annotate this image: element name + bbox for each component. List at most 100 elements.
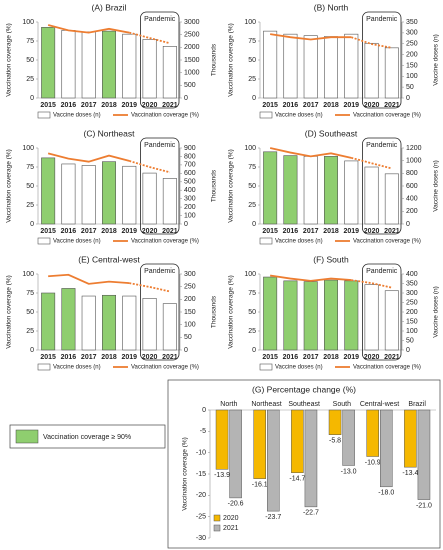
line	[270, 274, 352, 282]
chart-title: (C) Northeast	[83, 128, 135, 138]
bar	[342, 409, 355, 466]
y2-axis-label: Vaccine doses (n)	[433, 34, 440, 86]
y-tick-label: -15	[196, 471, 206, 478]
x-tick-label: 2020	[142, 354, 158, 361]
y-tick-label: 75	[248, 38, 256, 45]
x-tick-label: Brazil	[408, 401, 426, 408]
bar	[263, 276, 278, 351]
y2-axis-label: Vaccine doses (n)	[433, 286, 440, 338]
y-tick-label: 50	[248, 309, 256, 316]
y2-axis-label: Vaccine doses (n)	[433, 160, 440, 212]
x-tick-label: Southeast	[288, 401, 320, 408]
y2-tick-label: 250	[406, 299, 418, 306]
y2-tick-label: 400	[184, 187, 196, 194]
y-tick-label: 0	[202, 407, 206, 414]
pandemic-label: Pandemic	[144, 16, 176, 23]
bar	[344, 160, 359, 225]
bar	[81, 295, 96, 351]
x-tick-label: 2016	[283, 354, 299, 361]
y-tick-label: 0	[30, 221, 34, 228]
bar	[229, 409, 242, 499]
legend-label: Vaccine doses (n)	[275, 113, 323, 119]
x-tick-label: 2015	[40, 102, 56, 109]
line	[269, 147, 352, 159]
y-tick-label: 0	[30, 347, 34, 354]
bar	[324, 36, 338, 99]
legend-label: Vaccination coverage (%)	[131, 365, 199, 371]
value-label: -14.7	[289, 476, 305, 483]
y2-tick-label: 1500	[184, 57, 200, 64]
bar	[364, 42, 379, 99]
x-tick-label: 2018	[323, 354, 339, 361]
value-label: -21.0	[416, 502, 432, 509]
y2-tick-label: 1000	[406, 158, 422, 165]
y-tick-label: 0	[252, 347, 256, 354]
y-tick-label: 50	[26, 183, 34, 190]
x-tick-label: 2015	[40, 228, 56, 235]
pandemic-label: Pandemic	[144, 268, 176, 275]
y-tick-label: 75	[248, 290, 256, 297]
x-tick-label: 2015	[40, 354, 56, 361]
bar	[303, 35, 318, 99]
x-tick-label: 2020	[142, 102, 158, 109]
y2-tick-label: 600	[406, 183, 418, 190]
bar	[283, 280, 298, 351]
pandemic-box	[362, 137, 402, 235]
bar	[303, 281, 318, 351]
y-axis-label: Vaccination coverage (%)	[228, 275, 235, 349]
y-tick-label: 0	[252, 95, 256, 102]
legend-label: Vaccination coverage (%)	[353, 239, 421, 245]
bar	[380, 409, 393, 488]
x-tick-label: 2017	[81, 102, 97, 109]
y2-tick-label: 350	[406, 280, 418, 287]
pandemic-label: Pandemic	[366, 268, 398, 275]
y2-tick-label: 0	[184, 95, 188, 102]
bar	[384, 173, 399, 225]
legend-label: Vaccination coverage (%)	[131, 239, 199, 245]
x-tick-label: 2016	[283, 228, 299, 235]
y-tick-label: 100	[22, 145, 34, 152]
y-tick-label: 100	[244, 19, 256, 26]
x-tick-label: North	[220, 401, 237, 408]
x-tick-label: 2021	[162, 102, 178, 109]
line	[47, 24, 130, 34]
bar	[162, 46, 177, 99]
x-tick-label: 2017	[303, 354, 319, 361]
bar	[364, 166, 379, 225]
line	[48, 273, 130, 285]
y2-tick-label: 0	[406, 221, 410, 228]
value-label: -16.1	[252, 482, 268, 489]
y2-tick-label: 200	[406, 309, 418, 316]
y-tick-label: -10	[196, 450, 206, 457]
y2-tick-label: 1000	[184, 70, 200, 77]
x-tick-label: 2017	[81, 354, 97, 361]
legend-swatch	[259, 111, 273, 119]
y-tick-label: 75	[26, 164, 34, 171]
chart-title: (A) Brazil	[92, 2, 127, 12]
y2-tick-label: 1200	[406, 145, 422, 152]
bar	[417, 409, 431, 500]
y2-tick-label: 200	[184, 204, 196, 211]
y-axis-label: Vaccination coverage (%)	[228, 23, 235, 97]
y2-tick-label: 200	[406, 51, 418, 58]
y2-tick-label: 250	[184, 284, 196, 291]
y2-tick-label: 100	[406, 328, 418, 335]
bar	[122, 33, 137, 99]
bar	[267, 409, 280, 512]
y-tick-label: 25	[26, 328, 34, 335]
legend-label: Vaccination coverage (%)	[353, 113, 421, 119]
y-tick-label: -20	[196, 492, 206, 499]
y2-tick-label: 150	[406, 318, 418, 325]
bar	[303, 156, 318, 225]
pandemic-box	[362, 11, 402, 109]
bar	[102, 161, 116, 225]
pandemic-label: Pandemic	[366, 142, 398, 149]
y2-tick-label: 50	[406, 84, 414, 91]
y-tick-label: 25	[248, 328, 256, 335]
pandemic-box	[362, 263, 402, 361]
x-tick-label: 2019	[121, 102, 137, 109]
y-tick-label: 100	[244, 271, 256, 278]
x-tick-label: Northeast	[251, 401, 281, 408]
y-tick-label: 0	[252, 221, 256, 228]
value-label: -22.7	[303, 510, 319, 517]
